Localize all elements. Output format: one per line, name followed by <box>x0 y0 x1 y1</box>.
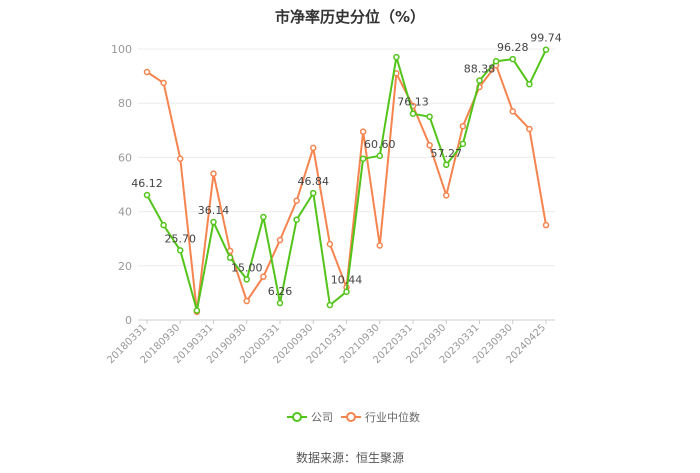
data-label: 57.27 <box>431 147 463 160</box>
data-point <box>426 113 433 120</box>
data-label: 10.44 <box>331 274 363 287</box>
data-point <box>143 191 151 199</box>
data-labels: 46.12 25.70 36.14 15.00 6.26 46.84 10.44 60.60 7… <box>131 32 562 298</box>
data-label: 99.74 <box>530 32 562 45</box>
data-point <box>210 170 217 177</box>
data-label: 25.70 <box>165 232 197 245</box>
data-label: 36.14 <box>198 204 230 217</box>
y-tick-label: 0 <box>125 314 132 327</box>
data-point <box>160 221 167 229</box>
data-point <box>526 80 533 88</box>
data-label: 15.00 <box>231 261 263 274</box>
legend-item-industry-median[interactable]: 行业中位数 <box>341 410 420 424</box>
data-point <box>343 288 350 295</box>
y-tick-label: 40 <box>118 206 132 219</box>
data-label: 76.13 <box>397 96 429 109</box>
data-point <box>143 68 151 76</box>
data-point <box>243 297 250 305</box>
data-label: 6.26 <box>268 285 293 298</box>
data-point <box>359 155 367 163</box>
axes: 0204060801002018033120180930201903312019… <box>105 43 548 366</box>
data-point <box>210 218 217 226</box>
y-tick-label: 100 <box>111 43 132 56</box>
data-point <box>443 161 450 169</box>
data-label: 60.60 <box>364 138 396 151</box>
data-point <box>509 108 516 115</box>
data-point <box>359 128 367 135</box>
grid <box>138 48 555 321</box>
y-tick-label: 80 <box>118 97 132 110</box>
data-point <box>177 155 184 163</box>
data-point <box>226 254 234 261</box>
data-point <box>260 213 267 221</box>
data-point <box>326 240 334 248</box>
data-point <box>443 192 450 199</box>
data-point <box>459 122 467 130</box>
legend-company-marker <box>292 412 302 422</box>
data-point <box>293 197 300 205</box>
data-point <box>276 236 284 244</box>
data-point <box>276 299 284 307</box>
data-label: 96.28 <box>497 41 529 54</box>
legend-company-label: 公司 <box>311 411 333 424</box>
data-point <box>293 216 300 223</box>
data-label: 46.12 <box>131 177 163 190</box>
data-point <box>243 276 250 283</box>
chart-title: 市净率历史分位（%） <box>275 8 425 26</box>
legend-item-company[interactable]: 公司 <box>287 411 333 424</box>
data-point <box>376 242 383 249</box>
y-tick-label: 60 <box>118 151 132 164</box>
plot-area <box>143 46 550 316</box>
data-point <box>393 53 400 61</box>
data-point <box>310 144 317 152</box>
y-tick-label: 20 <box>118 260 132 273</box>
data-point <box>526 125 533 133</box>
series-line-company <box>146 49 547 312</box>
data-label: 46.84 <box>298 175 330 188</box>
legend-industry-marker <box>346 412 356 422</box>
data-point <box>492 57 500 65</box>
data-point <box>310 189 317 197</box>
data-point <box>542 46 550 53</box>
data-label: 88.38 <box>464 62 496 75</box>
source-note: 数据来源：恒生聚源 <box>296 450 404 465</box>
data-point <box>160 79 167 87</box>
data-point <box>409 110 417 117</box>
data-point <box>193 307 201 314</box>
data-point <box>509 55 516 63</box>
data-point <box>476 77 483 84</box>
data-point <box>260 273 267 280</box>
data-point <box>326 301 334 309</box>
data-point <box>459 140 467 148</box>
data-point <box>177 247 184 254</box>
data-point <box>426 141 433 149</box>
legend-industry-label: 行业中位数 <box>365 410 420 424</box>
legend: 公司 行业中位数 <box>287 410 420 424</box>
data-point <box>542 221 550 229</box>
data-point <box>376 152 383 160</box>
